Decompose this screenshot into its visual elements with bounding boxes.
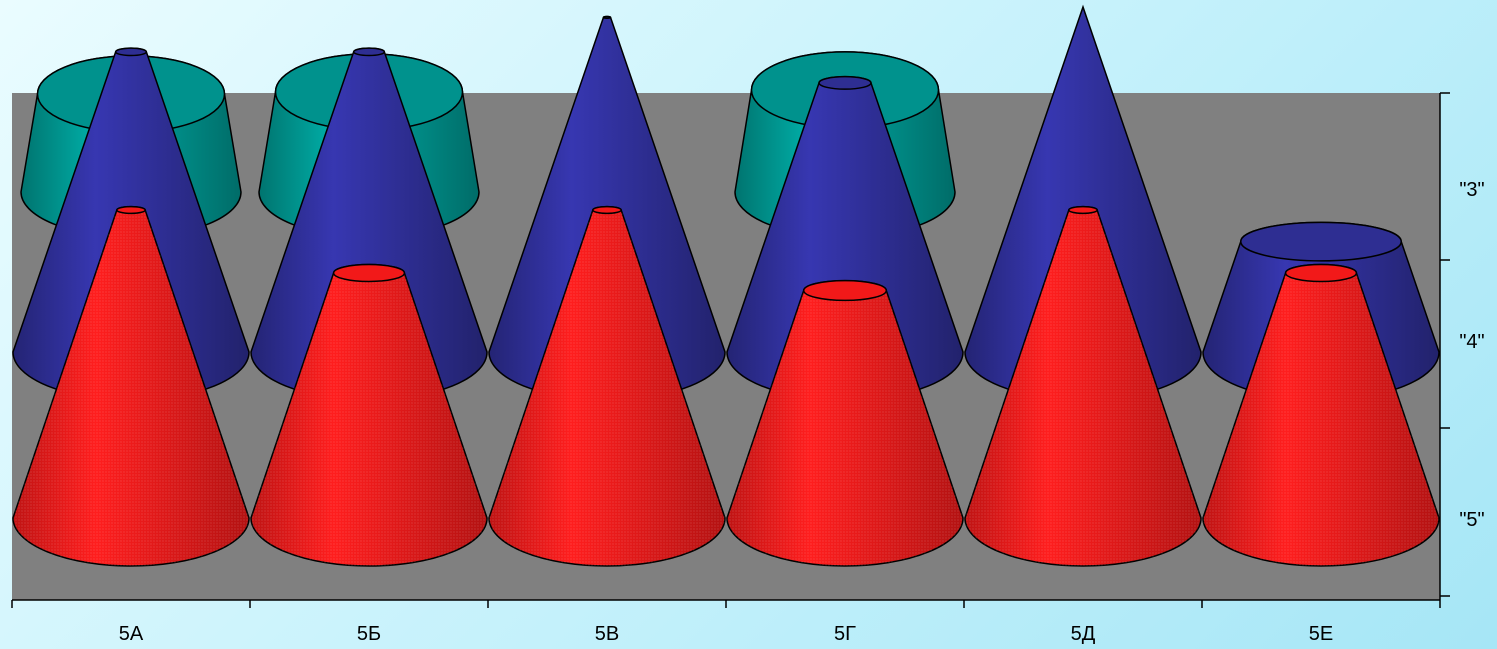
cones-layer — [12, 4, 1440, 567]
cone-top — [592, 205, 622, 215]
cone-top — [352, 47, 386, 57]
series-label: "4" — [1459, 331, 1484, 353]
cone-3-5Б — [250, 263, 488, 567]
category-label: 5А — [119, 623, 144, 645]
cone-texture — [727, 280, 963, 566]
cone-top — [1284, 263, 1358, 283]
cone-3-5В — [488, 205, 726, 567]
cone-texture — [965, 206, 1201, 566]
cone-texture — [1203, 264, 1439, 566]
cone-texture — [489, 206, 725, 566]
cone-top — [114, 47, 148, 57]
cone-top — [1068, 205, 1098, 215]
axes-layer: 5А 5Б 5В 5Г 5Д 5Е "3" "4" "5" — [11, 92, 1485, 645]
series-label: "3" — [1459, 179, 1484, 201]
cone-texture — [13, 206, 249, 566]
category-label: 5Д — [1071, 623, 1096, 645]
cone-top — [818, 75, 872, 90]
category-label: 5Е — [1309, 623, 1333, 645]
cone-2-5Г — [726, 75, 964, 401]
series-label: "5" — [1459, 509, 1484, 531]
category-label: 5Б — [357, 623, 381, 645]
cone-top — [602, 15, 612, 19]
cone-3-5Е — [1202, 263, 1440, 567]
cone-top — [116, 205, 146, 215]
category-label: 5В — [595, 623, 619, 645]
cone-2-5Б — [250, 47, 488, 401]
cone-3-5А — [12, 205, 250, 567]
cone-3-5Д — [964, 205, 1202, 567]
cone-top — [802, 279, 888, 302]
cone-3-5Г — [726, 279, 964, 567]
cone-top — [332, 263, 406, 283]
cone-texture — [251, 264, 487, 566]
cone-top — [1240, 221, 1402, 262]
category-label: 5Г — [834, 623, 856, 645]
